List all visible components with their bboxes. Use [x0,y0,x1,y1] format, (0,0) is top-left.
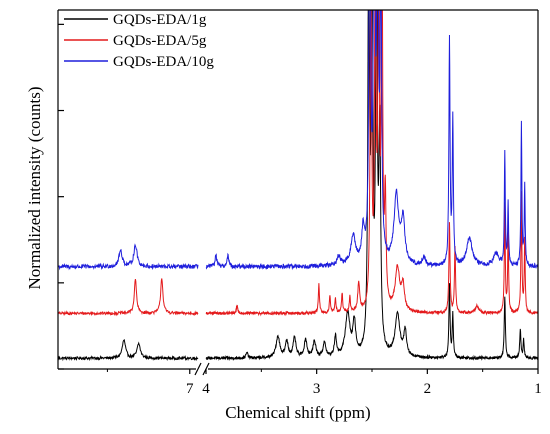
legend-label: GQDs-EDA/5g [113,33,207,49]
legend-label: GQDs-EDA/1g [113,12,207,28]
series-line-2-segment-2 [205,10,538,317]
series-line-3-segment-2 [205,10,538,271]
series-line-2-segment-1 [58,278,199,317]
plot-area [58,10,538,362]
legend: GQDs-EDA/1g GQDs-EDA/5g GQDs-EDA/10g [64,12,214,70]
series-line-1-segment-2 [205,10,538,362]
x-tick-label: 2 [424,381,432,397]
x-axis-title: Chemical shift (ppm) [225,403,370,422]
series-line-3-segment-1 [58,243,199,271]
axis-break-mark [194,362,202,376]
series-line-1-segment-1 [58,339,199,362]
axes [57,9,539,376]
x-tick-label: 4 [202,381,210,397]
x-tick-label: 7 [186,381,194,397]
y-axis-title: Normalized intensity (counts) [25,86,44,289]
x-tick-label: 3 [313,381,321,397]
legend-label: GQDs-EDA/10g [113,54,214,70]
x-tick-label: 1 [534,381,542,397]
